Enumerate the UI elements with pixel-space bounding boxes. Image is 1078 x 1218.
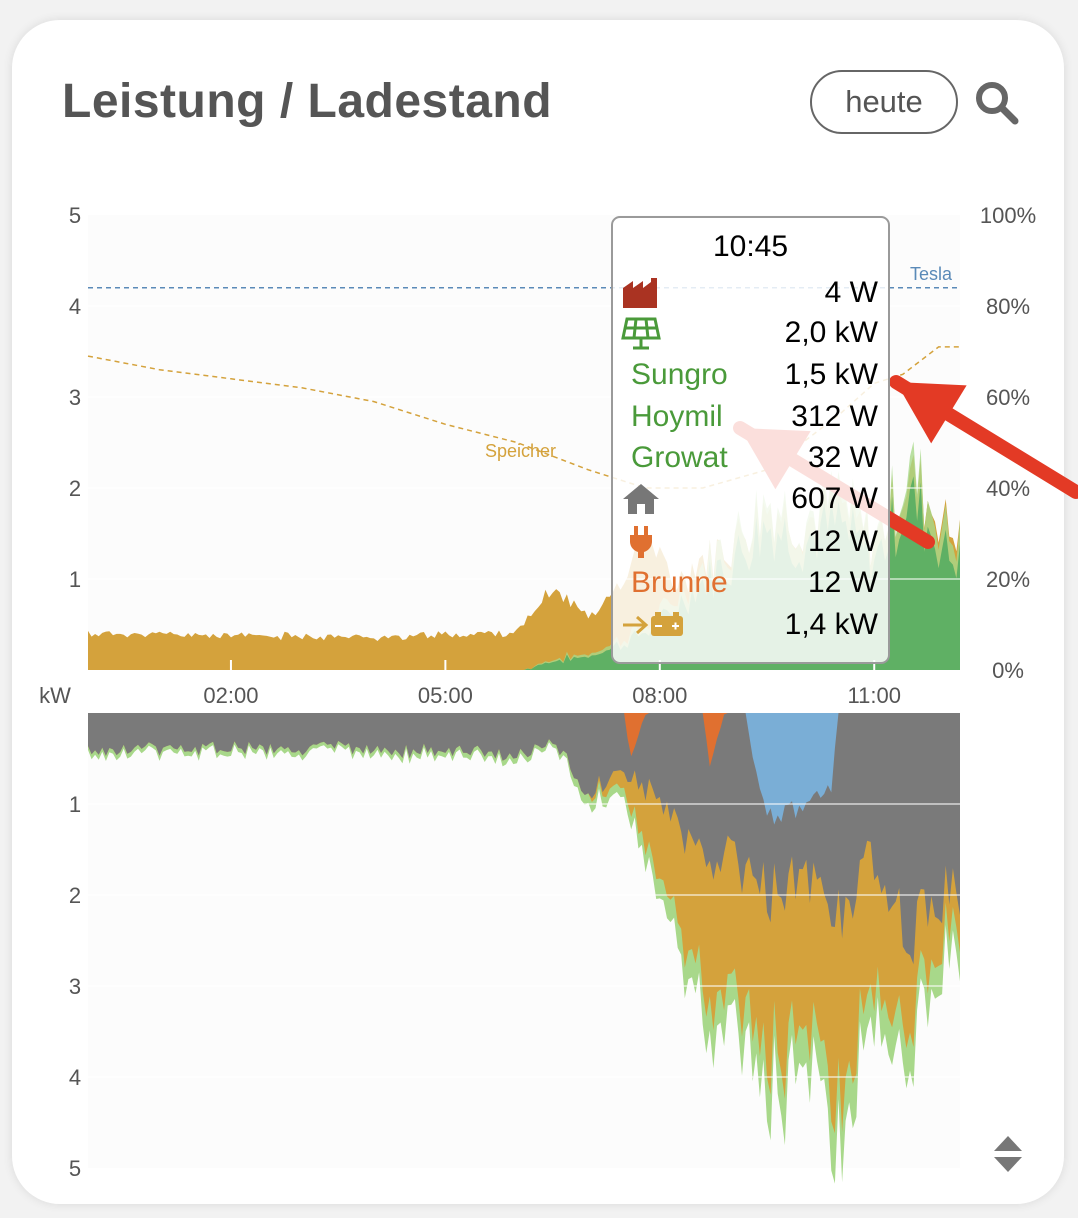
solar-panel-icon (621, 316, 661, 350)
tooltip-row-grid: 4 W (613, 276, 888, 316)
tooltip-row-sungro: Sungro 1,5 kW (613, 358, 888, 398)
tooltip-row-battery: 1,4 kW (613, 608, 888, 648)
tooltip-value: 12 W (807, 566, 878, 599)
tesla-label: Tesla (910, 264, 953, 284)
y-tick-bottom: 5 (69, 1156, 81, 1181)
tooltip-row-house: 607 W (613, 482, 888, 522)
y-tick-percent: 40% (986, 476, 1030, 501)
y-tick-percent: 60% (986, 385, 1030, 410)
speicher-label: Speicher (485, 441, 556, 461)
area-house-consumption (88, 713, 960, 965)
tooltip-value: 4 W (824, 276, 878, 309)
tooltip-time: 10:45 (712, 230, 789, 263)
tooltip: 10:45 4 W 2,0 kW Sungro 1,5 kW Hoymil 31… (611, 216, 890, 664)
tooltip-row-brunne: Brunne 12 W (613, 566, 888, 606)
y-tick-percent: 80% (986, 294, 1030, 319)
x-unit-label: kW (39, 683, 71, 708)
factory-icon (621, 276, 661, 310)
y-tick-bottom: 1 (69, 792, 81, 817)
y-tick-bottom: 3 (69, 974, 81, 999)
y-tick-bottom: 4 (69, 1065, 81, 1090)
tooltip-row-pv: 2,0 kW (613, 316, 888, 356)
plug-icon (621, 525, 661, 559)
area-car (88, 713, 960, 825)
y-tick-top: 3 (69, 385, 81, 410)
tooltip-value: 2,0 kW (784, 316, 878, 349)
tooltip-value: 607 W (791, 482, 878, 515)
house-icon (621, 482, 661, 516)
card-title: Leistung / Ladestand (62, 75, 553, 128)
y-tick-bottom: 2 (69, 883, 81, 908)
y-tick-percent: 20% (986, 567, 1030, 592)
x-tick-label: 11:00 (848, 683, 901, 708)
search-icon[interactable] (972, 78, 1020, 126)
tooltip-name: Hoymil (631, 400, 723, 433)
tooltip-name: Growat (631, 441, 728, 474)
x-tick-label: 05:00 (418, 683, 473, 708)
tooltip-value: 32 W (807, 441, 878, 474)
tooltip-row-hoymil: Hoymil 312 W (613, 400, 888, 440)
y-tick-percent: 100% (980, 203, 1036, 228)
y-tick-percent: 0% (992, 658, 1024, 683)
tooltip-name: Sungro (631, 358, 728, 391)
y-tick-top: 1 (69, 567, 81, 592)
arrow-right-head (896, 382, 967, 444)
y-tick-top: 4 (69, 294, 81, 319)
y-tick-top: 5 (69, 203, 81, 228)
tooltip-value: 12 W (807, 525, 878, 558)
battery-charge-icon (621, 608, 685, 642)
tooltip-value: 1,5 kW (784, 358, 878, 391)
y-tick-top: 2 (69, 476, 81, 501)
tooltip-value: 312 W (791, 400, 878, 433)
tooltip-row-growat: Growat 32 W (613, 441, 888, 481)
period-button[interactable]: heute (810, 70, 958, 134)
tooltip-row-plug: 12 W (613, 525, 888, 565)
tooltip-value: 1,4 kW (784, 608, 878, 641)
x-tick-label: 08:00 (632, 683, 687, 708)
sort-icon[interactable] (992, 1134, 1024, 1174)
x-tick-label: 02:00 (203, 683, 258, 708)
tooltip-name: Brunne (631, 566, 728, 599)
